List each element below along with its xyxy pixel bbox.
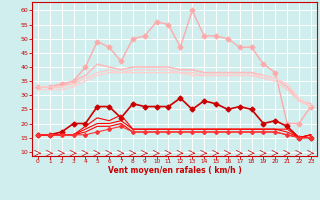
X-axis label: Vent moyen/en rafales ( km/h ): Vent moyen/en rafales ( km/h ) <box>108 166 241 175</box>
